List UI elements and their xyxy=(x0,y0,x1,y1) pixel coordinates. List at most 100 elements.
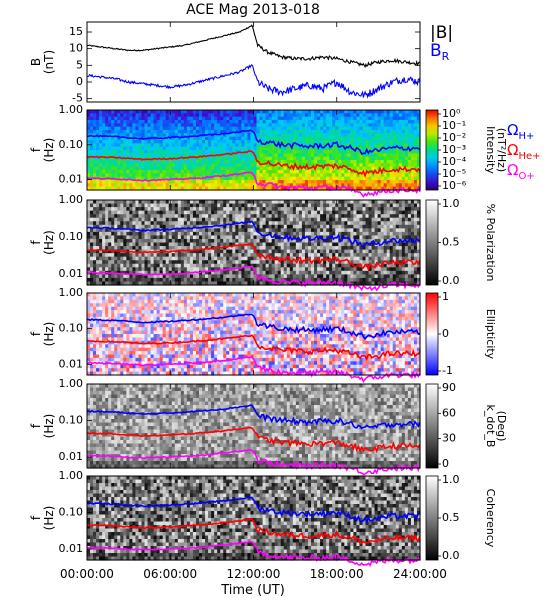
colorbar xyxy=(425,199,439,286)
plot-frame xyxy=(86,21,421,103)
y-tick-label: 1.00 xyxy=(59,193,84,206)
colorbar-tick-label: 60 xyxy=(442,406,456,419)
colorbar-label: Coherency xyxy=(484,489,497,548)
series-b-radial xyxy=(86,63,421,99)
colorbar-label: Intensity xyxy=(484,126,497,174)
colorbar-tick-label: 10⁰ xyxy=(442,107,461,120)
y-axis-label: f xyxy=(29,423,43,428)
y-axis-unit: (Hz) xyxy=(42,138,56,163)
colorbar-tick-label: 0.0 xyxy=(442,274,460,287)
colorbar-tick-label: 0.5 xyxy=(442,236,460,249)
y-tick-label: 0.01 xyxy=(59,267,84,280)
y-axis-label: B xyxy=(29,58,43,66)
y-axis-label: f xyxy=(29,240,43,245)
gyro-line-he xyxy=(86,517,421,545)
colorbar-tick-label: -1 xyxy=(442,364,453,377)
y-tick-label: 1.00 xyxy=(59,469,84,482)
gyro-line-o xyxy=(86,171,421,198)
gyro-label: ΩHe+ xyxy=(507,141,541,162)
panel-intensity: 1.00 0.10 0.01 f (Hz) 10⁰10⁻¹10⁻²10⁻³10⁻⁴10⁻⁵… xyxy=(29,103,508,198)
y-axis-unit: (Hz) xyxy=(42,322,56,347)
y-tick-label: 0.10 xyxy=(59,322,84,335)
panel-ellipticity: 1.00 0.10 0.01 f (Hz) 1 0 -1 Ellipticity xyxy=(29,286,497,383)
gyro-line-h xyxy=(86,220,421,247)
colorbar-tick-label: 1.0 xyxy=(442,197,460,210)
gyro-line-o xyxy=(86,540,421,567)
y-tick-label: 1.00 xyxy=(59,103,84,116)
gyro-line-h xyxy=(86,313,421,341)
y-tick-label: 5 xyxy=(76,58,83,71)
colorbar-tick-label: 10⁻⁴ xyxy=(442,155,467,168)
series-b-total xyxy=(86,24,421,69)
gyro-line-he xyxy=(86,243,421,272)
legend-b-radial: BR xyxy=(430,41,450,63)
colorbar-tick-label: 0 xyxy=(442,327,449,340)
spectrogram-coherency xyxy=(87,476,421,561)
y-tick-label: 10 xyxy=(69,42,83,55)
colorbar-tick-label: 10⁻⁶ xyxy=(442,179,467,192)
y-tick-label: 0.10 xyxy=(59,230,84,243)
spectrogram-ellipticity xyxy=(87,293,421,376)
y-axis-label: f xyxy=(29,147,43,152)
x-tick-label: 00:00:00 xyxy=(60,567,114,581)
x-tick-label: 06:00:00 xyxy=(143,567,197,581)
y-tick-label: 0.01 xyxy=(59,173,84,186)
y-tick-label: 1.00 xyxy=(59,286,84,299)
colorbar-label: k_dot_B xyxy=(484,405,497,448)
gyro-label: ΩH+ xyxy=(507,121,534,142)
colorbar xyxy=(425,292,439,376)
panel-b-field: 15 10 5 0 -5 B (nT) xyxy=(29,21,421,105)
x-axis-label: Time (UT) xyxy=(220,583,285,598)
colorbar-tick-label: 10⁻² xyxy=(442,131,466,144)
colorbar-tick-label: 1 xyxy=(442,290,449,303)
colorbar xyxy=(425,475,439,561)
gyro-line-o xyxy=(86,449,421,476)
spectrogram-polarization xyxy=(87,200,421,286)
gyro-line-he xyxy=(86,334,421,361)
colorbar xyxy=(425,109,439,191)
panel-coherency: 1.00 0.10 0.01 f (Hz) 1.0 0.5 0.0 Coherency xyxy=(29,469,497,567)
gyro-line-o xyxy=(86,265,421,292)
y-tick-label: 0.10 xyxy=(59,506,84,519)
colorbar-tick-label: 0 xyxy=(442,457,449,470)
spectrogram-kdotb xyxy=(87,384,421,469)
y-axis-unit: (Hz) xyxy=(42,230,56,255)
y-axis-unit: (Hz) xyxy=(42,414,56,439)
gyro-line-he xyxy=(86,150,421,179)
colorbar-tick-label: 90 xyxy=(442,381,456,394)
gyro-label: ΩO+ xyxy=(507,161,535,182)
colorbar-tick-label: 10⁻⁵ xyxy=(442,167,466,180)
y-tick-label: 15 xyxy=(69,25,83,38)
gyro-line-he xyxy=(86,426,421,454)
colorbar-label: Ellipticity xyxy=(484,309,497,360)
y-axis-unit: (Hz) xyxy=(42,506,56,531)
colorbar-label: % Polarization xyxy=(484,204,497,282)
y-axis-unit: (nT) xyxy=(42,50,56,74)
gyro-line-h xyxy=(86,129,421,156)
colorbar-tick-label: 0.5 xyxy=(442,511,460,524)
y-tick-label: 0.01 xyxy=(59,357,84,370)
gyro-line-h xyxy=(86,404,421,430)
colorbar-tick-label: 10⁻³ xyxy=(442,143,466,156)
legend-b-total: |B| xyxy=(430,23,453,43)
gyro-line-o xyxy=(86,356,421,383)
x-tick-label: 12:00:00 xyxy=(227,567,281,581)
x-tick-label: 24:00:00 xyxy=(393,567,447,581)
colorbar-tick-label: 30 xyxy=(442,432,456,445)
y-tick-label: 0.01 xyxy=(59,542,84,555)
spectrogram-intensity xyxy=(87,110,421,191)
colorbar-unit: (nT²/Hz) xyxy=(495,128,508,172)
gyro-line-h xyxy=(86,496,421,525)
y-tick-label: 0 xyxy=(76,75,83,88)
y-tick-label: 0.01 xyxy=(59,450,84,463)
x-tick-label: 18:00:00 xyxy=(310,567,364,581)
chart-title: ACE Mag 2013-018 xyxy=(186,2,320,18)
colorbar-tick-label: 0.0 xyxy=(442,549,460,562)
y-axis-label: f xyxy=(29,515,43,520)
y-tick-label: 0.10 xyxy=(59,414,84,427)
colorbar-tick-label: 1.0 xyxy=(442,473,460,486)
y-axis-label: f xyxy=(29,331,43,336)
y-tick-label: -5 xyxy=(72,92,83,105)
colorbar xyxy=(425,383,439,469)
